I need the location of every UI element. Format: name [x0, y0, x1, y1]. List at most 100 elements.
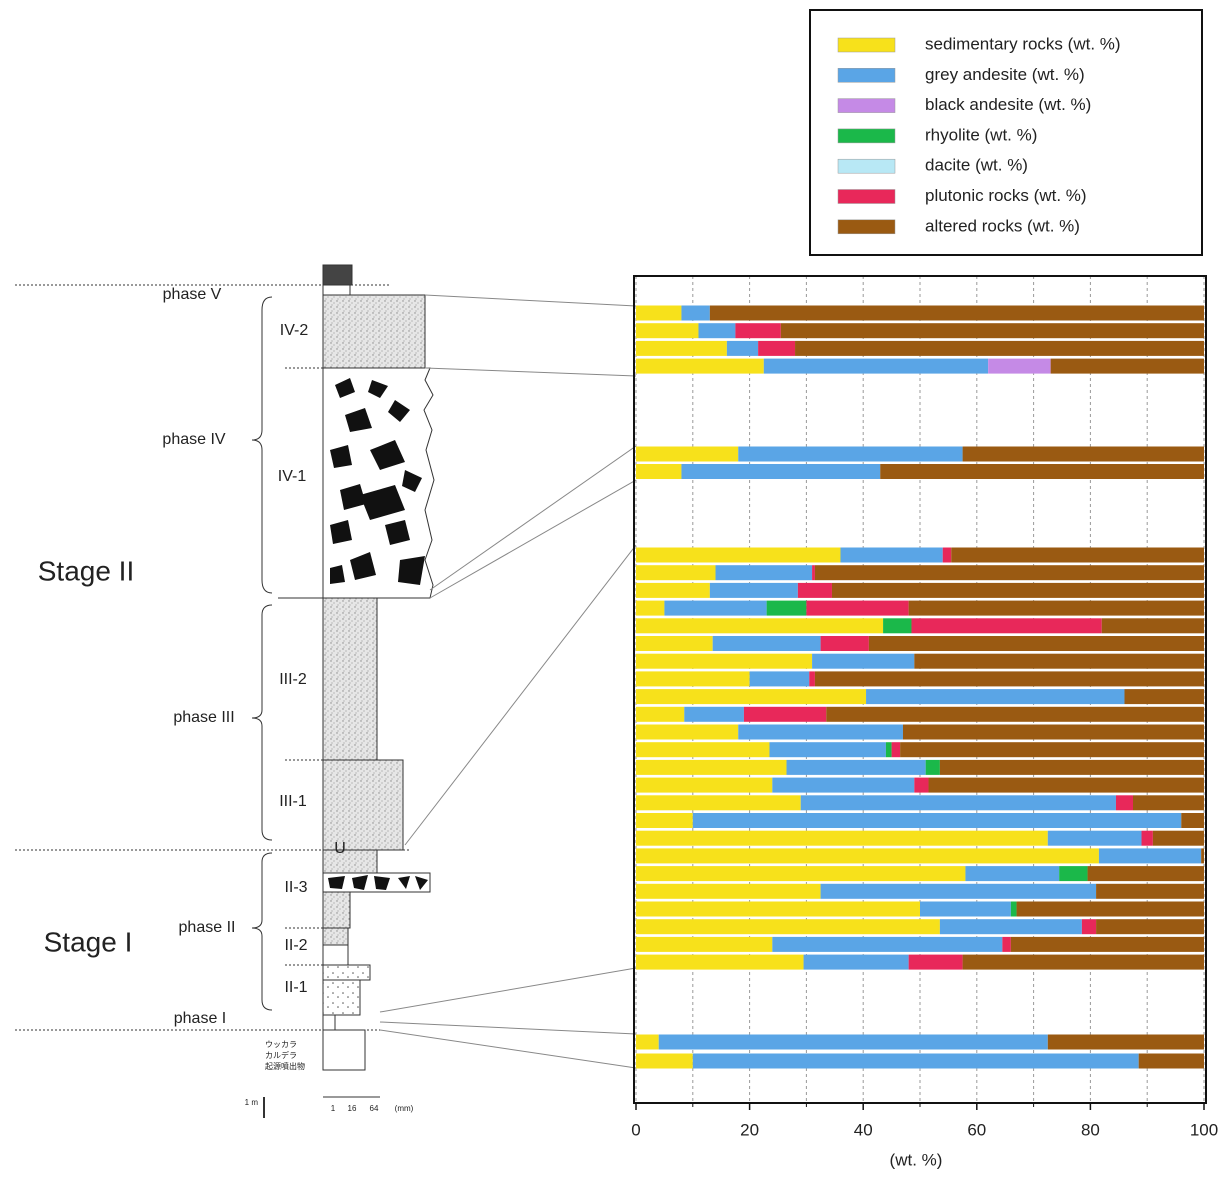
- x-tick-label: 100: [1190, 1120, 1218, 1139]
- bar-segment: [1096, 919, 1204, 935]
- legend-label: dacite (wt. %): [925, 156, 1028, 175]
- x-tick-label: 20: [740, 1120, 759, 1139]
- bar-segment: [1101, 618, 1204, 634]
- bar-segment: [664, 600, 767, 616]
- bar-segment: [951, 547, 1204, 563]
- bar-segment: [772, 777, 915, 793]
- bar-segment: [1098, 848, 1202, 864]
- bar-segment: [769, 742, 886, 758]
- legend-label: black andesite (wt. %): [925, 95, 1091, 114]
- bar-segment: [636, 883, 821, 899]
- bar-segment: [814, 565, 1204, 581]
- bar-segment: [820, 883, 1097, 899]
- unit-label: II-3: [284, 879, 307, 896]
- legend-label: grey andesite (wt. %): [925, 65, 1085, 84]
- bar-segment: [868, 636, 1204, 651]
- bar-segment: [880, 464, 1204, 479]
- x-axis-label: (wt. %): [890, 1150, 943, 1169]
- phase-label: phase I: [174, 1010, 226, 1027]
- bar-segment: [1141, 830, 1153, 846]
- note: ウッカラ: [265, 1040, 297, 1049]
- bar-segment: [939, 919, 1082, 935]
- strat-column: [15, 264, 637, 1118]
- bar-segment: [1124, 689, 1204, 705]
- phase-label: phase II: [179, 919, 236, 936]
- bar-segment: [939, 759, 1204, 775]
- bar-segment: [1096, 883, 1204, 899]
- bar-segment: [738, 724, 903, 740]
- bar-segment: [636, 706, 685, 722]
- bar-segment: [1181, 813, 1204, 828]
- phase-label: phase V: [163, 286, 222, 303]
- bar-segment: [1047, 1034, 1204, 1050]
- bar-segment: [636, 759, 787, 775]
- bar-segment: [636, 636, 713, 651]
- scale-label: 16: [348, 1104, 357, 1113]
- unit-label: IV-1: [278, 468, 307, 485]
- bar-segment: [636, 936, 773, 952]
- bar-segment: [920, 901, 1011, 917]
- bar-segment: [636, 742, 770, 758]
- bar-segment: [636, 340, 727, 356]
- bar-segment: [636, 919, 940, 935]
- bar-segment: [636, 600, 665, 616]
- bar-segment: [826, 706, 1204, 722]
- bar-segment: [780, 323, 1204, 339]
- bar-segment: [758, 340, 796, 356]
- bar-segment: [726, 340, 759, 356]
- bar-segment: [891, 742, 901, 758]
- bar-segment: [908, 954, 963, 970]
- bar-segment: [636, 547, 841, 563]
- bar-segment: [636, 724, 739, 740]
- bar-segment: [658, 1034, 1048, 1050]
- bar-segment: [709, 305, 1204, 321]
- legend-swatch: [837, 189, 896, 204]
- bar-segment: [636, 582, 710, 598]
- bar-segment: [806, 600, 909, 616]
- legend-label: rhyolite (wt. %): [925, 125, 1037, 144]
- bar-segment: [715, 565, 813, 581]
- legend-swatch: [837, 37, 896, 53]
- bar-segment: [684, 706, 744, 722]
- bar-segment: [681, 305, 710, 321]
- bar-segment: [636, 618, 884, 634]
- bar-segment: [681, 464, 881, 479]
- bar-segment: [763, 358, 989, 374]
- legend-swatch: [837, 128, 896, 144]
- bar-segment: [840, 547, 943, 563]
- scale-label: 64: [370, 1104, 379, 1113]
- bar-segment: [942, 547, 952, 563]
- bar-segment: [692, 1053, 1139, 1069]
- bar-segment: [812, 653, 915, 669]
- bar-segment: [908, 600, 1204, 616]
- bar-segment: [636, 323, 699, 339]
- note: 起源噴出物: [265, 1061, 305, 1071]
- legend-swatch: [837, 68, 896, 83]
- bar-segment: [988, 358, 1051, 374]
- bar-segment: [766, 600, 807, 616]
- bar-segment: [914, 777, 929, 793]
- x-tick-label: 80: [1081, 1120, 1100, 1139]
- bar-segment: [636, 305, 682, 321]
- legend-swatch: [837, 158, 896, 174]
- stage-label: Stage II: [38, 555, 135, 586]
- bar-segment: [636, 795, 801, 811]
- bar-segment: [1152, 830, 1204, 846]
- x-tick-label: 40: [854, 1120, 873, 1139]
- unit-label: U: [334, 840, 346, 857]
- bar-segment: [914, 653, 1204, 669]
- bar-segment: [692, 813, 1182, 828]
- bar-segment: [743, 706, 827, 722]
- phase-label: phase III: [173, 709, 234, 726]
- bar-segment: [1059, 866, 1088, 882]
- bar-segment: [636, 464, 682, 479]
- unit-label: IV-2: [280, 322, 309, 339]
- bar-segment: [925, 759, 940, 775]
- scale-label: 1: [331, 1104, 336, 1113]
- stage-label: Stage I: [44, 926, 133, 957]
- bar-segment: [965, 866, 1060, 882]
- bar-segment: [636, 689, 867, 705]
- phase-label: phase IV: [162, 431, 225, 448]
- bar-segment: [809, 671, 815, 687]
